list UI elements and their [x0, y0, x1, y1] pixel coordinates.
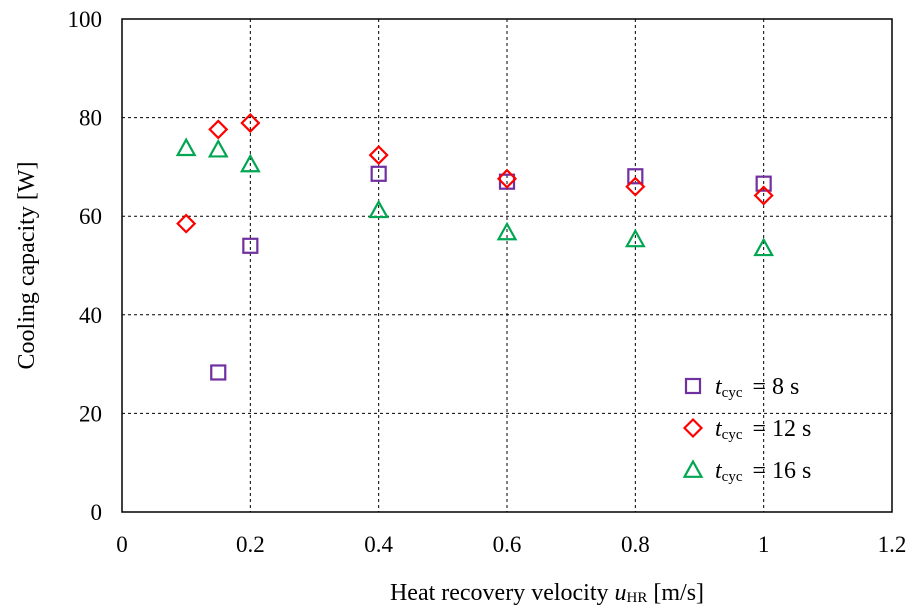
data-point-triangle: [207, 138, 229, 158]
data-point-triangle: [239, 153, 261, 173]
plot-area: [121, 18, 893, 513]
y-tick-label: 100: [68, 7, 103, 32]
data-point-triangle: [175, 137, 197, 157]
x-axis-label: Heat recovery velocity uHR [m/s]: [390, 580, 704, 606]
data-point-diamond: [176, 213, 197, 234]
legend-value: = 16 s: [753, 458, 812, 484]
legend-value: = 12 s: [753, 416, 812, 442]
y-tick-label: 40: [79, 303, 102, 328]
y-tick-label: 20: [79, 401, 102, 426]
data-point-diamond: [368, 145, 389, 166]
data-point-triangle: [753, 237, 775, 257]
y-tick-label: 0: [91, 500, 103, 525]
x-tick-label: 1: [758, 532, 770, 557]
data-point-square: [242, 237, 259, 254]
y-tick-label: 80: [79, 106, 102, 131]
legend-var: t: [715, 416, 723, 442]
legend-label: tcyc = 16 s: [715, 458, 811, 485]
legend-label: tcyc = 12 s: [715, 416, 811, 443]
x-axis-label-sub: HR: [627, 590, 648, 606]
legend-sub: cyc: [722, 469, 743, 485]
grid-lines: [122, 19, 892, 512]
legend-var: t: [715, 458, 723, 484]
legend-var: t: [715, 374, 723, 400]
data-point-square: [370, 165, 387, 182]
data-points: [175, 112, 775, 381]
data-point-triangle: [368, 199, 390, 219]
x-tick-label: 0.8: [621, 532, 650, 557]
data-point-square: [210, 364, 227, 381]
data-point-square: [755, 175, 772, 192]
data-point-diamond: [496, 168, 518, 189]
y-axis-label: Cooling capacity [W]: [14, 162, 40, 370]
data-point-triangle: [496, 221, 518, 241]
x-tick-label: 0.6: [493, 532, 522, 557]
legend-sub: cyc: [722, 385, 743, 401]
legend-marker-square: [684, 377, 702, 395]
x-tick-label: 0.4: [364, 532, 393, 557]
legend-marker-diamond: [682, 417, 704, 439]
y-tick-label: 60: [79, 204, 102, 229]
data-point-diamond: [753, 185, 774, 206]
legend-marker-triangle: [682, 459, 704, 478]
x-axis-label-text: Heat recovery velocity: [390, 580, 615, 606]
x-axis-ticks: 0 0.2 0.4 0.6 0.8 1 1.2: [116, 532, 906, 557]
x-axis-label-unit: [m/s]: [647, 580, 704, 606]
x-axis-label-var: u: [615, 580, 627, 606]
legend-label: tcyc = 8 s: [715, 374, 799, 401]
y-axis-ticks: 0 20 40 60 80 100: [68, 7, 103, 525]
data-point-diamond: [240, 112, 261, 134]
x-tick-label: 0.2: [236, 532, 265, 557]
data-point-diamond: [208, 119, 229, 140]
x-tick-label: 0: [116, 532, 128, 557]
data-point-diamond: [625, 176, 646, 197]
legend-value: = 8 s: [753, 374, 800, 400]
x-tick-label: 1.2: [878, 532, 907, 557]
data-point-square: [627, 168, 644, 185]
data-point-triangle: [624, 228, 646, 248]
legend-sub: cyc: [722, 427, 743, 443]
